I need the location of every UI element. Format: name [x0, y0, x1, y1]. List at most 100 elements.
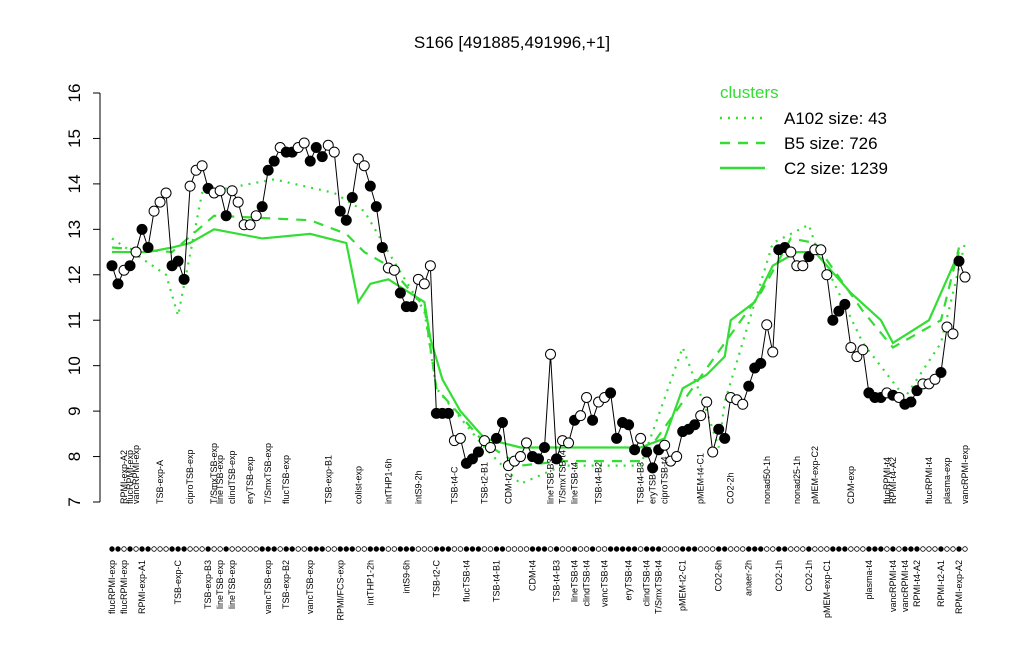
rug-dot [667, 546, 674, 552]
data-point [533, 453, 544, 465]
top-label: RPMI-t4-A2 [888, 457, 898, 504]
rug-dot [884, 546, 890, 552]
top-label: T/SmxTSB-t4 [558, 450, 568, 504]
top-label: flucTSB-exp [281, 455, 291, 504]
data-point [611, 432, 623, 444]
top-label: intTHP1-6h [383, 458, 393, 504]
data-point [214, 185, 226, 197]
legend-label: C2 size: 1239 [784, 159, 888, 178]
rug-dot [860, 546, 866, 552]
rug-dot [920, 546, 926, 552]
rug-dot [199, 546, 205, 552]
bottom-label: lineTSB-t4 [570, 560, 580, 602]
rug-dot [235, 546, 241, 552]
data-point [671, 451, 683, 463]
top-label: T/SmxTSB-exp [263, 443, 273, 504]
rug-dot [637, 546, 644, 552]
bottom-label: CO2-1h [774, 560, 784, 592]
rug-dot [710, 546, 716, 552]
rug-dot [962, 546, 968, 552]
y-tick-label: 15 [65, 129, 84, 148]
data-point [959, 271, 971, 283]
y-tick-label: 8 [65, 452, 84, 461]
data-point [136, 223, 148, 235]
rug-dot [385, 546, 392, 552]
data-point [641, 446, 653, 458]
rug-dot [169, 546, 175, 552]
rug-dot [361, 546, 367, 552]
rug-dot [836, 546, 842, 552]
rug-dot [463, 546, 470, 552]
rug-dot [421, 546, 428, 552]
rug-dot [307, 546, 313, 552]
data-point [178, 273, 190, 285]
rug-dot [397, 546, 404, 552]
bottom-label: anaer-2h [744, 560, 754, 596]
rug-dot [842, 546, 848, 552]
rug-dot [890, 546, 896, 552]
rug-dot [932, 546, 938, 552]
rug-dot [223, 546, 229, 552]
data-point [334, 205, 346, 217]
rug-dot [511, 546, 518, 552]
rug-dot [559, 546, 566, 552]
legend-title: clusters [720, 83, 779, 102]
rug-dot [247, 546, 253, 552]
rug-dot [229, 546, 235, 552]
rug-dot [758, 546, 764, 552]
data-point [346, 192, 358, 204]
data-point [496, 416, 508, 428]
top-label: ciproTSB-t4 [660, 456, 670, 504]
bottom-label: lineTSB-exp [215, 560, 225, 609]
data-point [106, 260, 118, 272]
data-point [701, 396, 713, 408]
bottom-label: clindTSB-t4 [642, 560, 652, 607]
y-tick-label: 7 [65, 497, 84, 506]
rug-dot [445, 546, 452, 552]
rug-dot [349, 546, 355, 552]
rug-dot [535, 546, 542, 552]
bottom-label: TSB-t4-B1 [491, 560, 501, 602]
data-point [605, 387, 617, 399]
rug-dot [661, 546, 668, 552]
top-label: TSB-t2-B1 [479, 462, 489, 504]
rug-dot [956, 546, 962, 552]
rug-dot [854, 546, 860, 552]
cluster-line [111, 214, 961, 467]
bottom-label: RPMI-exp-A1 [137, 560, 147, 614]
rug-dot [433, 546, 440, 552]
data-point [310, 142, 322, 154]
data-point [635, 432, 647, 444]
rug-dot [872, 546, 878, 552]
data-point [130, 246, 142, 258]
data-point [761, 319, 773, 331]
data-point [172, 255, 184, 267]
data-point [785, 246, 797, 258]
data-point [472, 446, 484, 458]
rug-dot [812, 546, 818, 552]
top-label: eryTSB-t4 [648, 463, 658, 504]
rug-dot [613, 546, 620, 552]
rug-dot [571, 546, 578, 552]
rug-dot [325, 546, 331, 552]
data-point [911, 385, 923, 397]
rug-dot [631, 546, 638, 552]
bottom-label: CDM-t4 [527, 560, 537, 591]
rug-dot [691, 546, 698, 552]
rug-dot [157, 546, 163, 552]
bottom-label: vancRPMI-t4 [888, 560, 898, 612]
top-label: vancRPMI-exp [131, 445, 141, 504]
data-point [815, 244, 827, 256]
rug-dot [481, 546, 488, 552]
rug-dot [517, 546, 524, 552]
data-point [953, 255, 965, 267]
data-point [713, 423, 725, 435]
top-label: lineTSB-t4 [570, 462, 580, 504]
top-label: nonad50-1h [762, 456, 772, 504]
rug-dot [163, 546, 169, 552]
data-point [929, 373, 941, 385]
data-point [304, 155, 316, 167]
rug-dot [265, 546, 271, 552]
top-label: lineTSB-B3 [546, 458, 556, 504]
data-point [839, 298, 851, 310]
